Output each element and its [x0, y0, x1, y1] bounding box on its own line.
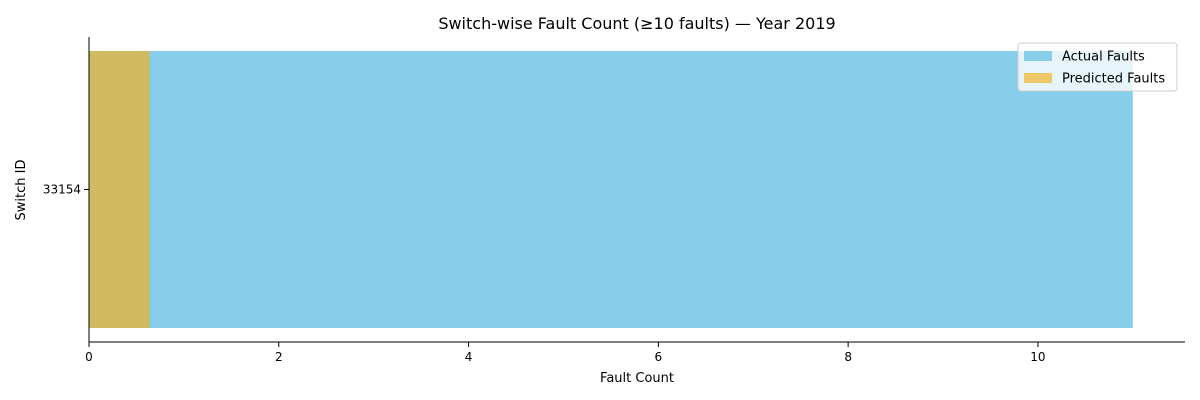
legend: Actual Faults Predicted Faults: [1017, 42, 1178, 92]
x-tick-label-6: 6: [655, 350, 663, 364]
x-tick-label-2: 2: [275, 350, 283, 364]
x-ticks: 0 2 4 6 8 10: [85, 342, 1046, 364]
x-tick-label-10: 10: [1030, 350, 1045, 364]
y-axis-label: Switch ID: [14, 160, 29, 221]
y-tick-label-33154: 33154: [43, 183, 81, 197]
y-ticks: 33154: [43, 183, 89, 197]
legend-swatch-predicted-faults: [1024, 73, 1052, 83]
x-tick-label-8: 8: [844, 350, 852, 364]
legend-swatch-actual-faults: [1024, 51, 1052, 61]
legend-box: [1017, 42, 1178, 92]
bar-predicted-faults-33154: [89, 51, 150, 328]
x-tick-label-0: 0: [85, 350, 93, 364]
plot-area: 0 2 4 6 8 10 33154: [43, 37, 1185, 364]
bars-layer: [89, 51, 1133, 328]
legend-label-predicted-faults: Predicted Faults: [1062, 72, 1165, 87]
bar-actual-faults-33154: [89, 51, 1133, 328]
legend-label-actual-faults: Actual Faults: [1062, 50, 1145, 65]
chart-title: Switch-wise Fault Count (≥10 faults) — Y…: [438, 14, 835, 33]
x-axis-label: Fault Count: [600, 371, 674, 386]
x-tick-label-4: 4: [465, 350, 473, 364]
